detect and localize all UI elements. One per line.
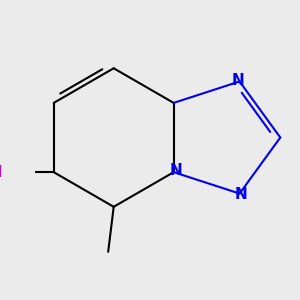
Text: N: N <box>232 73 244 88</box>
Text: N: N <box>235 188 247 202</box>
Text: I: I <box>0 165 2 180</box>
Text: N: N <box>169 163 182 178</box>
